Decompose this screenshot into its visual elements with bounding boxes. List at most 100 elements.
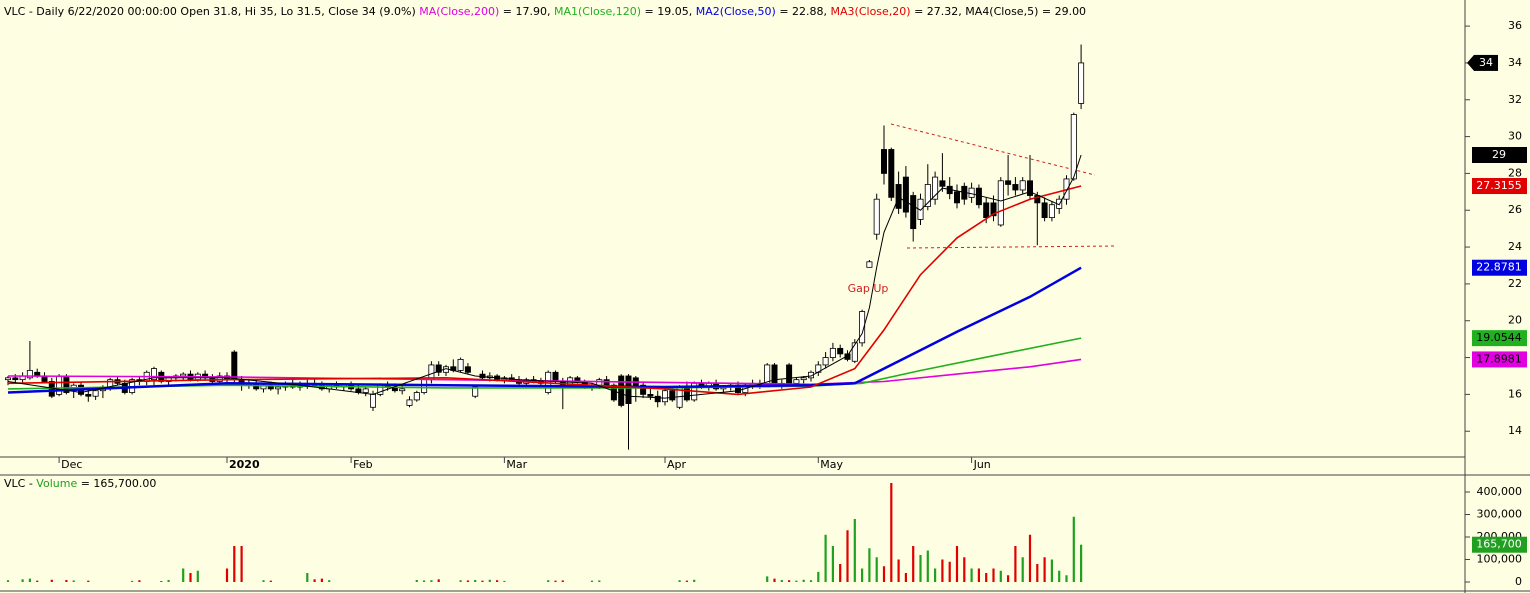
- volume-bar: [861, 568, 864, 582]
- value-tag-label: 34: [1479, 56, 1493, 69]
- candle-body: [92, 390, 99, 397]
- x-tick-label: May: [820, 458, 843, 471]
- volume-bar: [320, 578, 323, 582]
- value-tag: [1472, 147, 1527, 163]
- legend-value: = 17.90,: [499, 5, 554, 18]
- volume-bar: [1080, 544, 1083, 582]
- volume-bar: [437, 579, 440, 582]
- value-tag-label: 22.8781: [1476, 261, 1522, 274]
- candle-body: [618, 375, 625, 406]
- candle-body: [910, 195, 917, 230]
- volume-bar: [897, 559, 900, 582]
- x-tick-label: Dec: [61, 458, 82, 471]
- volume-bar: [6, 580, 10, 582]
- y-tick-label: 16: [1508, 387, 1522, 400]
- volume-bar: [890, 483, 893, 582]
- volume-bar: [269, 580, 272, 582]
- legend-entry: MA(Close,200): [419, 5, 500, 18]
- legend-entry: MA2(Close,50): [695, 5, 776, 18]
- candle-body: [1070, 114, 1077, 180]
- volume-bar: [167, 579, 170, 582]
- candle-body: [1005, 180, 1012, 185]
- volume-header: VLC - Volume = 165,700.00: [4, 477, 156, 490]
- volume-bar: [554, 580, 557, 582]
- candle-body: [859, 311, 866, 344]
- volume-bar: [912, 546, 915, 582]
- volume-bar: [875, 557, 878, 582]
- candle-body: [610, 384, 617, 401]
- candle-body: [881, 149, 888, 174]
- volume-bar: [423, 580, 426, 582]
- candle-body: [771, 364, 778, 386]
- trendline: [906, 245, 1116, 249]
- candle-body: [654, 395, 661, 403]
- y-tick-label: 24: [1508, 240, 1522, 253]
- candle-body: [472, 386, 479, 397]
- candle-body: [596, 379, 603, 386]
- candle-body: [647, 393, 654, 397]
- candle-body: [231, 351, 238, 381]
- volume-bar: [196, 570, 199, 582]
- volume-bar: [481, 580, 484, 582]
- candle-body: [786, 364, 793, 384]
- legend-value: = 19.05,: [641, 5, 696, 18]
- candle-body: [640, 384, 647, 395]
- candle-body: [12, 377, 19, 381]
- value-tag: [1474, 54, 1498, 71]
- volume-bar: [189, 573, 192, 582]
- volume-bar: [853, 519, 856, 582]
- volume-bar: [240, 546, 243, 582]
- candle-body: [902, 176, 909, 213]
- candle-body: [917, 198, 924, 220]
- value-tag: [1472, 351, 1527, 368]
- volume-bar: [795, 580, 798, 582]
- candle-body: [932, 176, 939, 200]
- volume-bar: [225, 568, 229, 582]
- volume-bar: [839, 564, 842, 582]
- volume-bar: [693, 579, 696, 582]
- volume-bar: [262, 580, 265, 582]
- volume-bar: [1021, 557, 1024, 582]
- x-tick-label: 2020: [229, 458, 260, 471]
- volume-bar: [678, 580, 681, 582]
- volume-bar: [459, 580, 462, 582]
- volume-bar: [466, 580, 469, 582]
- volume-bar: [868, 548, 871, 582]
- value-tag: [1472, 330, 1527, 347]
- volume-bar: [685, 580, 688, 582]
- candle-body: [180, 373, 187, 377]
- volume-bar: [72, 580, 75, 582]
- legend-value: = 27.32,: [910, 5, 966, 18]
- candle-body: [457, 359, 464, 371]
- candle-body: [1078, 62, 1085, 104]
- volume-bar: [919, 555, 922, 582]
- volume-bar: [1007, 575, 1010, 582]
- volume-bar: [817, 571, 820, 582]
- candle-body: [625, 375, 632, 404]
- candle-body: [873, 198, 880, 235]
- value-tag-label: 29: [1492, 148, 1506, 161]
- y-tick-label: 20: [1508, 314, 1522, 327]
- value-tag-label: 165,700: [1476, 538, 1522, 551]
- volume-bar: [561, 580, 564, 582]
- candle-body: [793, 379, 800, 384]
- candle-body: [413, 392, 420, 401]
- legend-value: = 29.00: [1038, 5, 1087, 18]
- y-tick-label: 30: [1508, 130, 1522, 143]
- header-text: VLC -: [4, 477, 37, 490]
- volume-bar: [496, 580, 499, 582]
- candle-body: [939, 180, 946, 187]
- value-tag-label: 27.3155: [1476, 179, 1522, 192]
- y-tick-label: 28: [1508, 166, 1522, 179]
- header-text: VLC - Daily 6/22/2020 00:00:00 Open 31.8…: [4, 5, 420, 18]
- volume-bar: [131, 580, 134, 582]
- volume-bar: [948, 561, 951, 582]
- volume-bar: [21, 579, 24, 582]
- volume-bar: [780, 579, 783, 582]
- candle-body: [1027, 180, 1034, 196]
- candle-body: [369, 393, 376, 408]
- volume-bar: [1072, 516, 1075, 582]
- legend-entry: MA1(Close,120): [554, 5, 642, 18]
